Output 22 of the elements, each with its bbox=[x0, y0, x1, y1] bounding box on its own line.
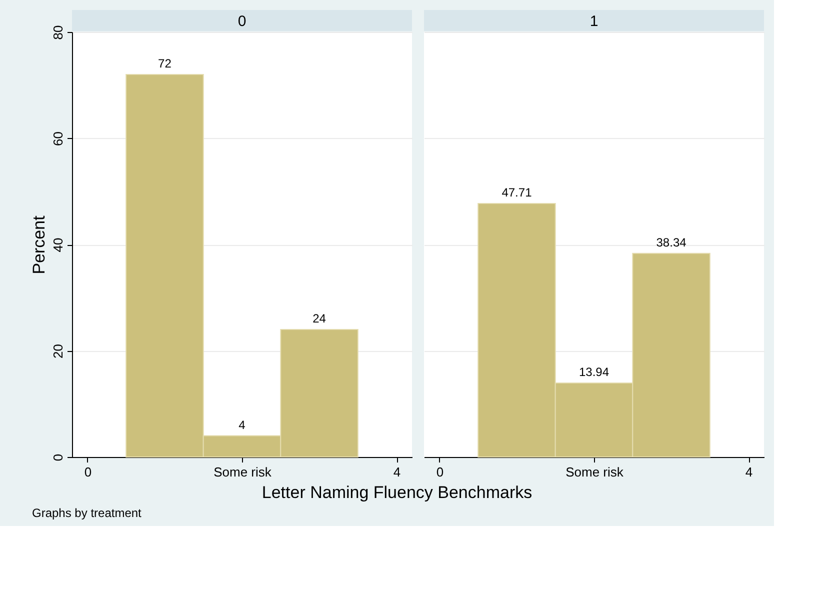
y-tick-label: 40 bbox=[50, 238, 66, 252]
x-tick-label: 4 bbox=[393, 464, 401, 480]
chart-title: 0 bbox=[238, 13, 246, 30]
y-tick-label: 20 bbox=[50, 344, 66, 358]
x-tick-label: 4 bbox=[745, 464, 753, 480]
data-label: 24 bbox=[312, 312, 326, 326]
y-tick-label: 60 bbox=[50, 132, 66, 146]
data-label: 38.34 bbox=[656, 235, 687, 250]
data-label: 4 bbox=[238, 418, 246, 432]
data-label: 72 bbox=[158, 56, 172, 70]
chart-title: 1 bbox=[590, 13, 598, 30]
x-tick-label: Some risk bbox=[566, 464, 624, 480]
y-tick-label: 80 bbox=[50, 25, 66, 40]
y-tick-label: 0 bbox=[50, 454, 66, 462]
x-tick-label: 0 bbox=[436, 464, 444, 480]
x-tick-label: 0 bbox=[84, 464, 92, 480]
x-tick-label: Some risk bbox=[214, 464, 272, 480]
data-label: 47.71 bbox=[502, 186, 532, 200]
x-axis-title: Letter Naming Fluency Benchmarks bbox=[262, 483, 532, 502]
y-axis-title: Percent bbox=[30, 215, 48, 274]
data-label: 13.94 bbox=[578, 364, 610, 379]
text: Graphs by treatment bbox=[32, 506, 142, 520]
